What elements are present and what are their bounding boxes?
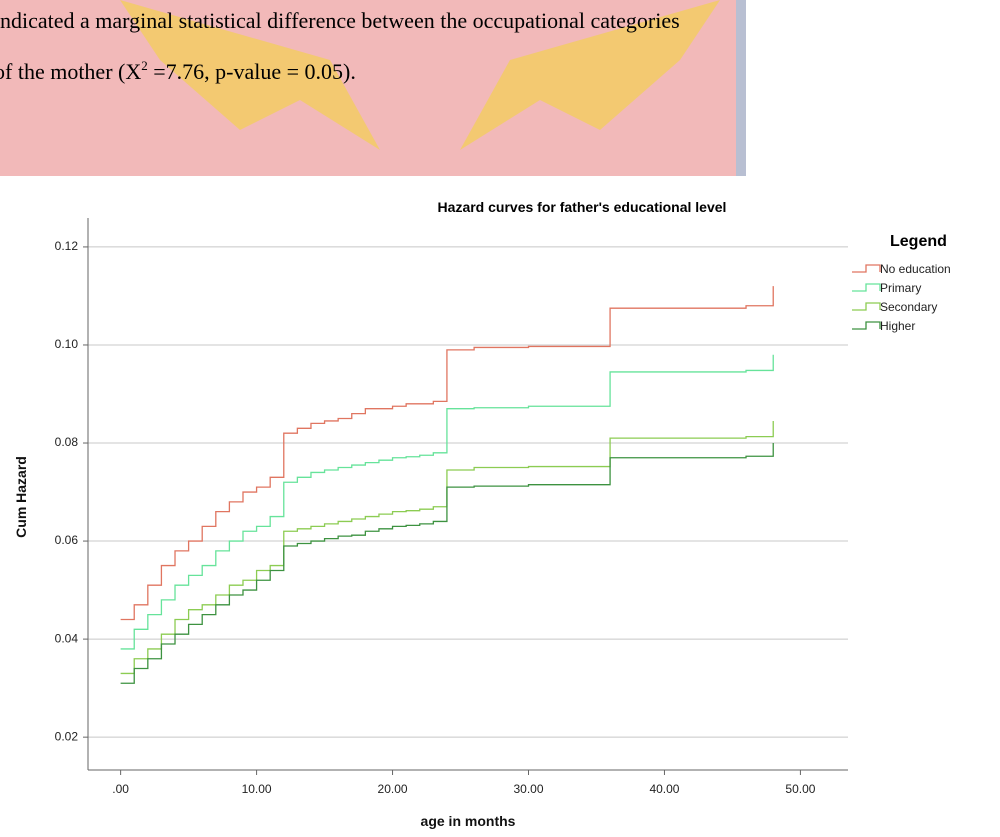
legend-swatch <box>852 302 881 311</box>
x-tick-label: 30.00 <box>513 782 543 796</box>
y-tick-label: 0.06 <box>55 533 79 547</box>
y-tick-label: 0.12 <box>55 239 79 253</box>
y-tick-label: 0.08 <box>55 435 79 449</box>
y-tick-label: 0.02 <box>55 729 79 743</box>
chart-title: Hazard curves for father's educational l… <box>438 199 727 215</box>
watermark-edge <box>736 0 746 176</box>
legend-swatch <box>852 321 881 330</box>
x-tick-label: 50.00 <box>785 782 815 796</box>
doc-text: =7.76, p-value = 0.05). <box>148 59 356 84</box>
y-tick-label: 0.04 <box>55 631 79 645</box>
y-axis-title: Cum Hazard <box>13 456 29 538</box>
legend-label: Secondary <box>880 300 937 314</box>
hazard-curve <box>120 286 774 621</box>
y-tick-label: 0.10 <box>55 337 79 351</box>
watermark-wing <box>460 0 720 150</box>
watermark <box>0 0 746 176</box>
legend-swatch <box>852 283 881 292</box>
hazard-curve <box>120 420 774 675</box>
superscript: 2 <box>141 58 148 73</box>
legend-swatch <box>852 264 881 273</box>
x-axis-title: age in months <box>421 813 516 829</box>
legend-title: Legend <box>890 233 947 250</box>
x-tick-label: .00 <box>112 782 129 796</box>
legend-label: Primary <box>880 281 921 295</box>
hazard-curve <box>120 354 774 650</box>
doc-text: of the mother (X <box>0 59 141 84</box>
watermark-wing <box>120 0 380 150</box>
doc-line: of the mother (X2 =7.76, p-value = 0.05)… <box>0 58 356 84</box>
x-tick-label: 10.00 <box>242 782 272 796</box>
hazard-curve <box>120 443 774 684</box>
doc-line: ndicated a marginal statistical differen… <box>0 8 680 33</box>
x-tick-label: 40.00 <box>649 782 679 796</box>
x-tick-label: 20.00 <box>378 782 408 796</box>
legend-label: Higher <box>880 319 915 333</box>
legend-label: No education <box>880 262 951 276</box>
